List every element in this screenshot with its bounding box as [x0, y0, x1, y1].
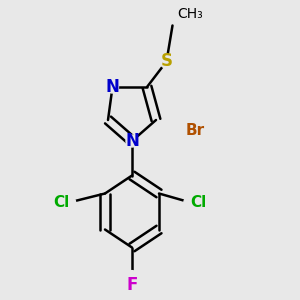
Text: N: N [125, 132, 139, 150]
Text: F: F [126, 276, 138, 294]
Text: Cl: Cl [53, 195, 69, 210]
Text: N: N [106, 78, 119, 96]
Circle shape [178, 123, 194, 138]
Circle shape [126, 135, 138, 147]
Text: Br: Br [186, 123, 205, 138]
Text: CH₃: CH₃ [177, 7, 203, 21]
Circle shape [160, 55, 173, 68]
Circle shape [127, 271, 137, 281]
Circle shape [62, 196, 76, 209]
Circle shape [184, 196, 197, 209]
Circle shape [106, 81, 119, 93]
Text: S: S [160, 52, 172, 70]
Text: Cl: Cl [190, 195, 207, 210]
